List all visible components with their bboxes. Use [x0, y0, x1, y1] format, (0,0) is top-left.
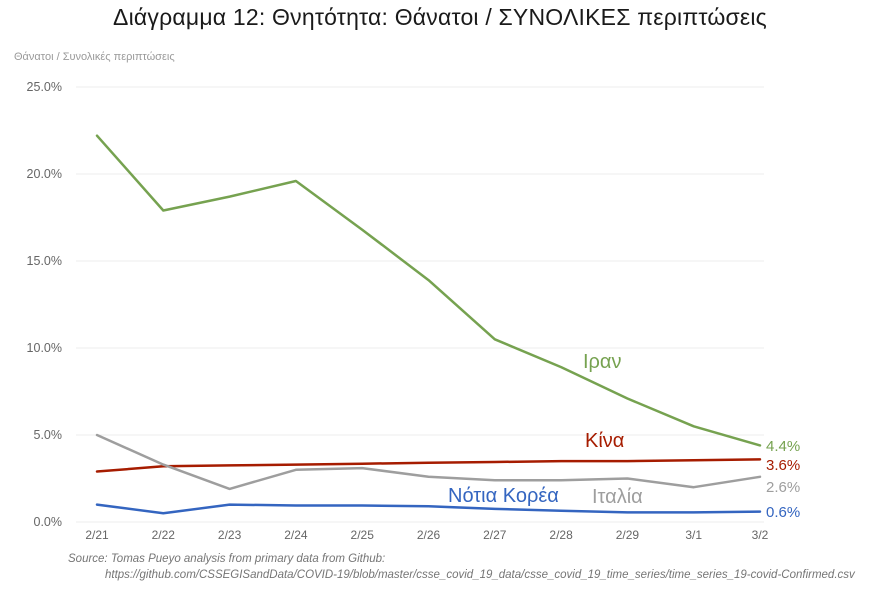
x-tick-label: 2/28 — [549, 528, 573, 542]
x-tick-label: 2/21 — [85, 528, 109, 542]
series-line-china — [95, 458, 762, 473]
y-tick-label: 10.0% — [27, 341, 62, 355]
y-tick-label: 15.0% — [27, 254, 62, 268]
x-tick-label: 2/27 — [483, 528, 507, 542]
end-label-china: 3.6% — [766, 457, 800, 474]
series-line-south-korea — [95, 503, 762, 515]
x-tick-label: 3/2 — [752, 528, 769, 542]
series-label-south-korea: Νότια Κορέα — [448, 485, 559, 507]
y-axis-label: Θάνατοι / Συνολικές περιπτώσεις — [14, 51, 175, 63]
series-label-iran: Ιραν — [583, 351, 622, 373]
x-tick-label: 2/23 — [218, 528, 242, 542]
series-label-italy: Ιταλία — [592, 486, 643, 508]
source-text: Source: Tomas Pueyo analysis from primar… — [68, 553, 386, 565]
series-line-iran — [95, 134, 762, 447]
x-tick-label: 2/29 — [616, 528, 640, 542]
x-tick-label: 2/22 — [152, 528, 176, 542]
end-label-italy: 2.6% — [766, 479, 800, 496]
x-tick-label: 2/24 — [284, 528, 308, 542]
end-label-iran: 4.4% — [766, 438, 800, 455]
x-tick-label: 2/25 — [351, 528, 375, 542]
y-tick-label: 25.0% — [27, 80, 62, 94]
end-label-south-korea: 0.6% — [766, 504, 800, 521]
series-line-italy — [95, 433, 762, 491]
series-label-china: Κίνα — [585, 430, 624, 452]
chart-title: Διάγραμμα 12: Θνητότητα: Θάνατοι / ΣΥΝΟΛ… — [113, 4, 767, 30]
x-tick-label: 3/1 — [685, 528, 702, 542]
x-tick-label: 2/26 — [417, 528, 441, 542]
y-tick-label: 20.0% — [27, 167, 62, 181]
source-url: https://github.com/CSSEGISandData/COVID-… — [105, 569, 855, 581]
y-tick-label: 0.0% — [34, 515, 63, 529]
y-tick-label: 5.0% — [34, 428, 63, 442]
source-note: Source: Tomas Pueyo analysis from primar… — [68, 551, 855, 583]
